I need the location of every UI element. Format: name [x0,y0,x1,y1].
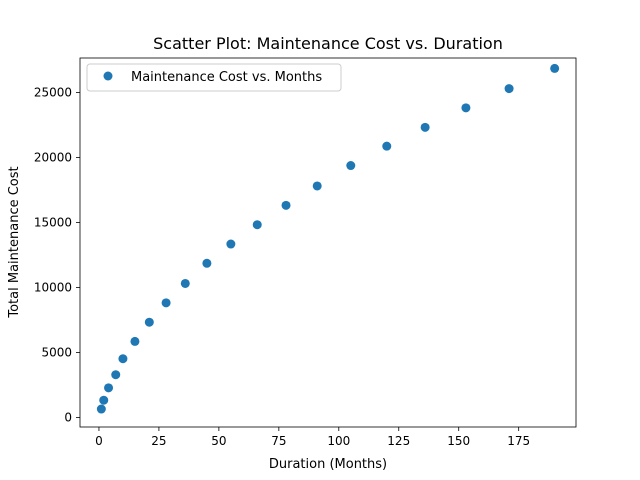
data-point [550,63,560,73]
data-point [312,181,322,191]
y-axis-ticks: 0 5000 10000 15000 20000 25000 [34,85,80,424]
y-tick-label: 20000 [34,150,72,164]
legend-label: Maintenance Cost vs. Months [131,70,322,85]
y-tick-label: 5000 [41,345,72,359]
data-point [99,395,109,405]
x-tick-label: 75 [271,434,286,448]
x-axis-ticks: 0 25 50 75 100 125 150 175 [95,427,530,448]
x-tick-label: 50 [211,434,226,448]
data-point [111,370,121,380]
y-tick-label: 0 [64,410,72,424]
data-point [144,317,154,327]
legend-marker [103,71,113,81]
plot-frame [79,57,577,428]
data-point [180,278,190,288]
y-axis-label: Total Maintenance Cost [7,166,22,318]
chart-title: Scatter Plot: Maintenance Cost vs. Durat… [153,34,503,53]
data-point [281,200,291,210]
y-tick-label: 25000 [34,85,72,99]
plot-area [80,58,576,427]
legend: Maintenance Cost vs. Months [86,63,342,92]
data-point [96,404,106,414]
data-point [130,336,140,346]
y-tick-label: 15000 [34,215,72,229]
data-points-layer [96,63,560,414]
data-point [504,84,514,94]
data-point [420,122,430,132]
data-point [252,220,262,230]
data-point [461,103,471,113]
x-tick-label: 125 [387,434,410,448]
x-tick-label: 25 [151,434,166,448]
legend-box [86,63,342,92]
data-point [382,141,392,151]
data-point [161,298,171,308]
x-tick-label: 150 [447,434,470,448]
x-axis-label: Duration (Months) [269,457,387,472]
data-point [226,239,236,249]
x-tick-label: 175 [507,434,530,448]
data-point [118,354,128,364]
x-tick-label: 0 [95,434,103,448]
data-point [346,161,356,171]
x-tick-label: 100 [327,434,350,448]
y-tick-label: 10000 [34,280,72,294]
data-point [202,258,212,268]
data-point [104,383,114,393]
